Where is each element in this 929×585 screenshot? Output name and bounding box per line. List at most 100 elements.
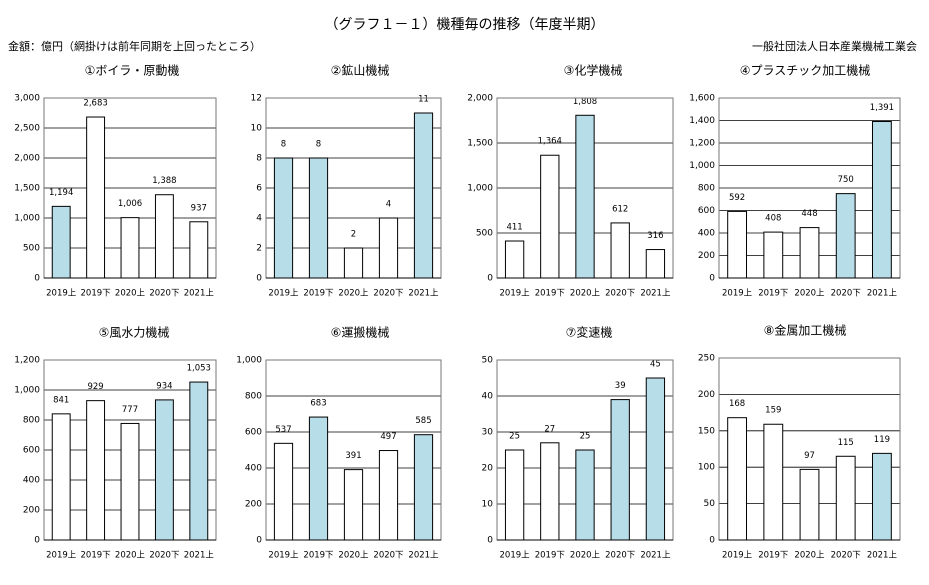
chart-8-bar	[799, 468, 820, 541]
chart-3-ytick-label: 1,000	[467, 184, 493, 194]
chart-7-xtick-label: 2019上	[500, 551, 531, 561]
chart-6-xtick-label: 2019下	[303, 551, 334, 561]
chart-5-ytick-label: 800	[23, 416, 40, 426]
chart-3-xtick-label: 2020下	[605, 289, 636, 299]
chart-4-xtick-label: 2021上	[867, 289, 898, 299]
chart-1-bar	[120, 217, 140, 279]
chart-1-xtick-label: 2021上	[184, 289, 215, 299]
chart-4-xtick-label: 2019下	[758, 289, 789, 299]
chart-6-ytick-label: 600	[245, 428, 262, 438]
chart-2-bar	[273, 157, 294, 279]
chart-7-bar	[540, 442, 560, 541]
chart-1-xtick-label: 2019上	[46, 289, 77, 299]
chart-8-ytick-label: 200	[698, 390, 715, 400]
chart-2-data-label: 8	[281, 140, 286, 150]
chart-5-ytick-label: 400	[23, 476, 40, 486]
chart-4-ytick-label: 1,600	[689, 94, 715, 104]
chart-7-title: ⑦変速機	[566, 325, 613, 340]
chart-8-data-label: 159	[765, 406, 781, 416]
chart-7-bar	[504, 449, 525, 541]
chart-4-bar	[763, 231, 784, 279]
chart-2-ytick-label: 10	[251, 124, 263, 134]
chart-1-ytick-label: 0	[34, 274, 40, 284]
chart-6-bar	[343, 469, 364, 541]
chart-8-xtick-label: 2020上	[794, 551, 825, 561]
chart-5-bar	[189, 381, 209, 541]
chart-4-ytick-label: 1,000	[689, 161, 715, 171]
chart-1-ytick-label: 500	[23, 244, 40, 254]
chart-2-title: ②鉱山機械	[331, 63, 390, 78]
chart-5-bar	[154, 399, 174, 541]
chart-5-ytick-label: 1,000	[14, 386, 40, 396]
chart-1-bar	[189, 221, 209, 279]
chart-2-xtick-label: 2021上	[408, 289, 439, 299]
chart-4-xtick-label: 2020上	[794, 289, 825, 299]
chart-2-xtick-label: 2020上	[338, 289, 369, 299]
chart-7-ytick-label: 10	[482, 500, 494, 510]
chart-5-title: ⑤風水力機械	[99, 325, 170, 340]
chart-2-data-label: 4	[386, 200, 391, 210]
chart-1-data-label: 2,683	[83, 99, 107, 109]
chart-5-ytick-label: 600	[23, 446, 40, 456]
chart-6-title: ⑥運搬機械	[331, 325, 390, 340]
chart-4-data-label: 408	[765, 214, 781, 224]
chart-4-ytick-label: 200	[698, 251, 715, 261]
chart-5-data-label: 1,053	[187, 364, 211, 374]
chart-5-data-label: 934	[156, 381, 172, 391]
chart-8-ytick-label: 100	[698, 463, 715, 473]
chart-6-data-label: 391	[345, 451, 361, 461]
chart-2-ytick-label: 12	[251, 94, 262, 104]
chart-3-xtick-label: 2020上	[570, 289, 601, 299]
chart-1-ytick-label: 1,000	[14, 214, 40, 224]
chart-8-ytick-label: 50	[704, 499, 716, 509]
chart-6-ytick-label: 1,000	[236, 356, 262, 366]
chart-8-data-label: 168	[729, 399, 745, 409]
chart-3-data-label: 1,364	[538, 137, 562, 147]
chart-6-ytick-label: 0	[256, 536, 262, 546]
chart-4-bar	[799, 227, 820, 279]
chart-3-ytick-label: 0	[487, 274, 493, 284]
chart-6-ytick-label: 200	[245, 500, 262, 510]
chart-5-xtick-label: 2019上	[46, 551, 77, 561]
chart-7-bar	[610, 399, 630, 541]
chart-7-ytick-label: 30	[482, 428, 494, 438]
chart-5-xtick-label: 2021上	[184, 551, 215, 561]
chart-6-data-label: 497	[380, 432, 396, 442]
chart-2-bar	[308, 157, 329, 279]
chart-1-data-label: 1,006	[118, 199, 142, 209]
chart-2-ytick-label: 8	[256, 154, 262, 164]
chart-2-ytick-label: 0	[256, 274, 262, 284]
chart-7-data-label: 25	[580, 432, 591, 442]
chart-1-data-label: 1,388	[152, 176, 176, 186]
chart-2-bar	[343, 247, 364, 279]
chart-8-xtick-label: 2019上	[722, 551, 753, 561]
chart-1-data-label: 937	[191, 203, 207, 213]
chart-4-bar	[835, 193, 856, 279]
chart-2-xtick-label: 2020下	[373, 289, 404, 299]
chart-6-xtick-label: 2019上	[268, 551, 299, 561]
chart-5-xtick-label: 2020下	[149, 551, 180, 561]
chart-4-ytick-label: 600	[698, 206, 715, 216]
chart-6-bar	[413, 434, 434, 541]
chart-3-data-label: 411	[506, 223, 522, 233]
chart-5-xtick-label: 2019下	[81, 551, 112, 561]
chart-8-bar	[763, 423, 784, 541]
chart-6-ytick-label: 400	[245, 464, 262, 474]
chart-4-data-label: 1,391	[870, 103, 894, 113]
chart-3-bar	[540, 154, 560, 279]
chart-3-data-label: 316	[647, 231, 663, 241]
chart-2-ytick-label: 4	[256, 214, 262, 224]
chart-7-xtick-label: 2020下	[605, 551, 636, 561]
chart-4-xtick-label: 2019上	[722, 289, 753, 299]
chart-5-ytick-label: 1,200	[14, 356, 40, 366]
chart-7-ytick-label: 20	[482, 464, 494, 474]
chart-6-data-label: 683	[310, 399, 326, 409]
chart-8-xtick-label: 2021上	[867, 551, 898, 561]
chart-8-bar	[871, 452, 892, 541]
chart-5-data-label: 929	[87, 382, 103, 392]
chart-2-bar	[413, 112, 434, 279]
chart-3-xtick-label: 2019下	[535, 289, 566, 299]
chart-4-ytick-label: 1,400	[689, 116, 715, 126]
chart-3-ytick-label: 1,500	[467, 139, 493, 149]
